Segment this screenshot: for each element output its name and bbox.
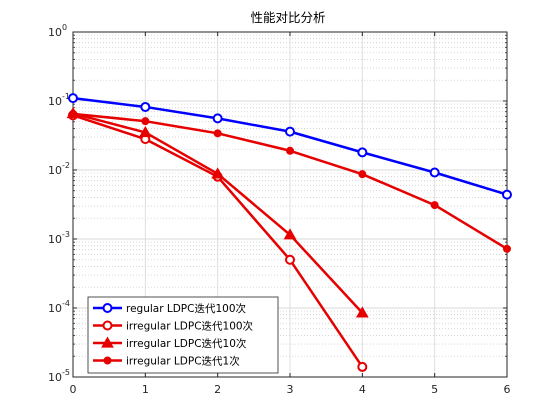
legend-entry: irregular LDPC迭代10次	[93, 336, 247, 350]
x-tick-label: 0	[70, 383, 77, 396]
axes: 0 1 2 3 4 5 6 100 10-1 10-2 10-3 10-4 10-5	[48, 23, 511, 396]
legend-label: irregular LDPC迭代1次	[126, 355, 240, 368]
legend-entry: irregular LDPC迭代100次	[93, 320, 254, 333]
point-marker	[286, 146, 294, 155]
x-tick-label: 3	[287, 383, 294, 396]
point-marker	[283, 228, 297, 240]
point-marker	[102, 303, 113, 313]
legend-label: regular LDPC迭代100次	[126, 302, 247, 315]
legend-label: irregular LDPC迭代100次	[126, 320, 254, 333]
x-tick-label: 2	[214, 383, 221, 396]
x-tick-label: 4	[359, 383, 366, 396]
point-marker	[141, 117, 150, 126]
point-marker	[357, 147, 368, 158]
point-marker	[68, 93, 78, 104]
point-marker	[138, 125, 152, 138]
point-marker	[140, 101, 151, 112]
point-marker	[285, 126, 295, 137]
x-tick-label: 1	[142, 383, 149, 396]
series-3	[69, 109, 511, 253]
y-tick-label: 10-4	[48, 299, 70, 315]
y-tick-label: 10-5	[48, 368, 70, 384]
x-tick-label: 6	[504, 383, 511, 396]
point-marker	[101, 336, 114, 348]
point-marker	[355, 306, 369, 318]
x-tick-label: 5	[431, 383, 438, 396]
point-marker	[357, 361, 368, 372]
series-layer	[66, 93, 512, 372]
point-marker	[102, 320, 113, 331]
point-marker	[103, 356, 112, 365]
series-0	[68, 93, 512, 200]
legend: regular LDPC迭代100次 irregular LDPC迭代100次 ir…	[87, 296, 279, 374]
point-marker	[429, 167, 440, 178]
legend-label: irregular LDPC迭代10次	[126, 337, 247, 350]
legend-entry: irregular LDPC迭代1次	[93, 355, 240, 368]
point-marker	[213, 129, 222, 138]
point-marker	[69, 109, 77, 118]
point-marker	[211, 167, 225, 179]
y-tick-label: 10-2	[48, 161, 70, 177]
y-tick-label: 10-3	[48, 230, 70, 246]
point-marker	[502, 189, 512, 200]
point-marker	[503, 244, 511, 253]
y-tick-label: 10-1	[48, 92, 70, 108]
point-marker	[430, 201, 439, 210]
point-marker	[285, 254, 295, 265]
legend-entry: regular LDPC迭代100次	[93, 302, 247, 315]
point-marker	[212, 113, 223, 124]
y-tick-label: 100	[48, 23, 67, 39]
chart-title: 性能对比分析	[250, 10, 325, 25]
point-marker	[358, 170, 367, 179]
